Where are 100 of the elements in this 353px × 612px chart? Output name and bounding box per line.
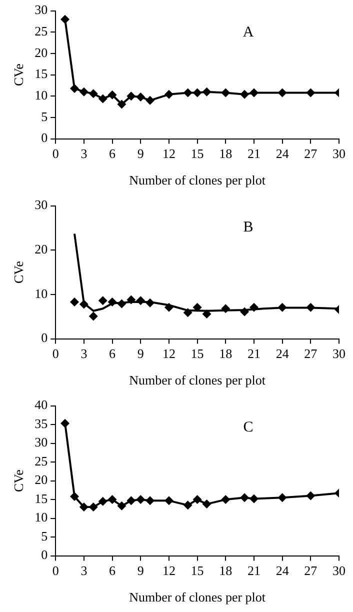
y-tick-label: 30 (34, 197, 48, 212)
y-tick-label: 5 (41, 528, 48, 544)
x-tick-label: 18 (219, 146, 232, 162)
point (88, 312, 98, 321)
point (79, 300, 88, 309)
x-axis-title: Number of clones per plot (129, 172, 266, 188)
x-tick-label: 15 (190, 346, 204, 362)
x-tick-label: 6 (109, 346, 116, 362)
y-axis-title: CVe (11, 469, 26, 492)
x-tick-label: 12 (162, 146, 176, 162)
point (79, 502, 88, 512)
y-tick-label: 15 (34, 66, 48, 82)
x-tick-label: 9 (137, 146, 144, 162)
point (202, 87, 212, 96)
point (126, 295, 136, 304)
point (88, 89, 98, 98)
x-tick-label: 3 (80, 146, 88, 162)
y-tick-label: 25 (34, 453, 48, 468)
point (136, 296, 146, 306)
point (221, 88, 230, 98)
point (146, 298, 155, 308)
point (278, 88, 287, 98)
point (136, 495, 146, 504)
point (70, 84, 79, 93)
y-tick-label: 20 (34, 242, 48, 257)
point (98, 496, 108, 506)
y-tick-label: 25 (34, 24, 48, 39)
point (164, 496, 174, 506)
y-tick-label: 30 (34, 2, 48, 18)
point (249, 494, 258, 504)
point (221, 304, 230, 314)
x-tick-label: 27 (304, 563, 318, 578)
y-tick-label: 0 (41, 547, 48, 562)
y-tick-label: 10 (34, 88, 48, 103)
y-tick-label: 10 (34, 286, 48, 301)
y-tick-label: 35 (34, 416, 48, 431)
y-tick-label: 20 (34, 472, 48, 488)
point (249, 302, 258, 312)
point (192, 302, 202, 312)
y-tick-label: 0 (41, 330, 48, 346)
x-axis-title: Number of clones per plot (129, 372, 266, 388)
y-tick-label: 15 (34, 490, 48, 506)
x-tick-label: 27 (304, 346, 318, 362)
point (240, 307, 250, 316)
x-tick-label: 9 (137, 346, 144, 362)
point (70, 492, 79, 502)
y-axis-title: CVe (11, 63, 26, 86)
point (108, 298, 117, 307)
x-tick-label: 18 (219, 563, 232, 578)
point (240, 493, 250, 502)
point (306, 302, 316, 312)
point (108, 495, 117, 504)
x-tick-label: 15 (190, 146, 204, 162)
point (146, 96, 155, 105)
point (202, 500, 212, 509)
x-tick-label: 30 (332, 146, 346, 162)
point (117, 100, 126, 109)
point (306, 88, 316, 98)
point (183, 308, 192, 318)
point (79, 87, 88, 96)
point (192, 495, 202, 504)
point (126, 92, 136, 101)
annotation: A (242, 24, 254, 41)
point (164, 302, 174, 312)
annotation: C (243, 420, 254, 436)
x-tick-label: 3 (80, 563, 88, 578)
x-tick-label: 3 (80, 346, 88, 362)
x-tick-label: 21 (247, 146, 260, 162)
annotation: B (243, 220, 254, 236)
x-tick-label: 6 (109, 563, 116, 578)
x-tick-label: 21 (247, 563, 260, 578)
point (98, 94, 108, 104)
point (98, 296, 108, 306)
point (126, 496, 136, 506)
y-tick-label: 5 (41, 108, 48, 124)
point (249, 88, 258, 98)
point (88, 502, 98, 512)
x-tick-label: 12 (162, 346, 176, 362)
point (60, 418, 70, 428)
y-axis-title: CVe (11, 260, 26, 284)
point (117, 501, 126, 510)
x-tick-label: 9 (137, 563, 144, 578)
x-tick-label: 30 (332, 563, 346, 578)
point (136, 92, 146, 102)
x-tick-label: 27 (304, 146, 318, 162)
y-tick-label: 0 (41, 130, 48, 146)
point (202, 309, 212, 318)
point (278, 493, 287, 502)
point (60, 14, 70, 24)
x-tick-label: 15 (190, 563, 204, 578)
point (240, 90, 250, 99)
x-axis-title: Number of clones per plot (129, 590, 266, 605)
point (221, 495, 230, 504)
x-tick-label: 0 (52, 346, 59, 362)
x-tick-label: 0 (52, 563, 59, 578)
point (117, 299, 126, 308)
x-tick-label: 24 (276, 346, 290, 362)
point (192, 88, 202, 98)
x-tick-label: 0 (52, 146, 59, 162)
y-tick-label: 30 (34, 434, 48, 450)
